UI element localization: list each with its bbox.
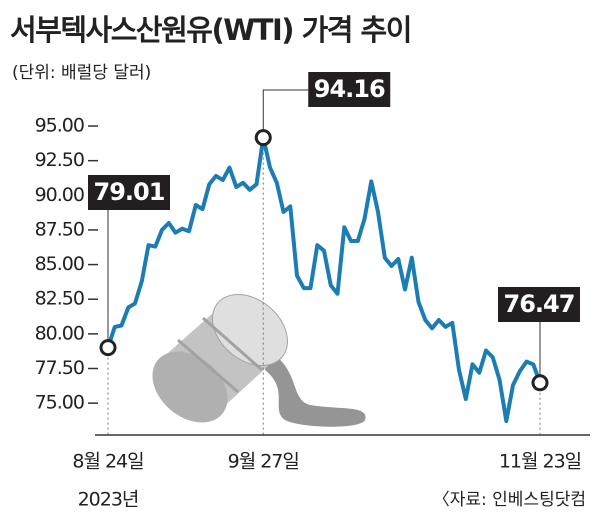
leader (262, 89, 309, 138)
y-tick-label: 85.00 (35, 253, 84, 275)
barrel-illustration (152, 294, 366, 427)
value-label-box (88, 175, 170, 210)
point-marker (531, 374, 549, 392)
source: 〈자료: 인베스팅닷컴 (433, 490, 586, 510)
chart-title: 서부텍사스산원유(WTI) 가격 추이 (10, 13, 411, 47)
y-tick-label: 87.50 (35, 218, 84, 240)
y-tick-label: 95.00 (35, 115, 84, 137)
y-tick-label: 90.00 (35, 184, 84, 206)
y-tick-label: 82.50 (35, 288, 84, 310)
chart-subtitle: (단위: 배럴당 달러) (12, 63, 151, 83)
y-tick-label: 75.00 (35, 392, 84, 414)
value-label-box (498, 287, 580, 322)
value-label: 94.16 (314, 75, 385, 103)
price-line (106, 135, 542, 424)
x-tick-label: 11월 23일 (499, 451, 581, 473)
x-year-label: 2023년 (78, 489, 139, 511)
y-tick-label: 77.50 (35, 357, 84, 379)
point-marker (99, 339, 117, 357)
y-tick-label: 92.50 (35, 149, 84, 171)
point-marker (254, 129, 272, 147)
y-tick-label: 80.00 (35, 322, 84, 344)
value-label-box (308, 72, 391, 107)
x-tick-label: 8월 24일 (72, 451, 143, 473)
value-label: 79.01 (94, 178, 165, 206)
x-tick-label: 9월 27일 (228, 451, 299, 473)
value-label: 76.47 (504, 290, 575, 318)
